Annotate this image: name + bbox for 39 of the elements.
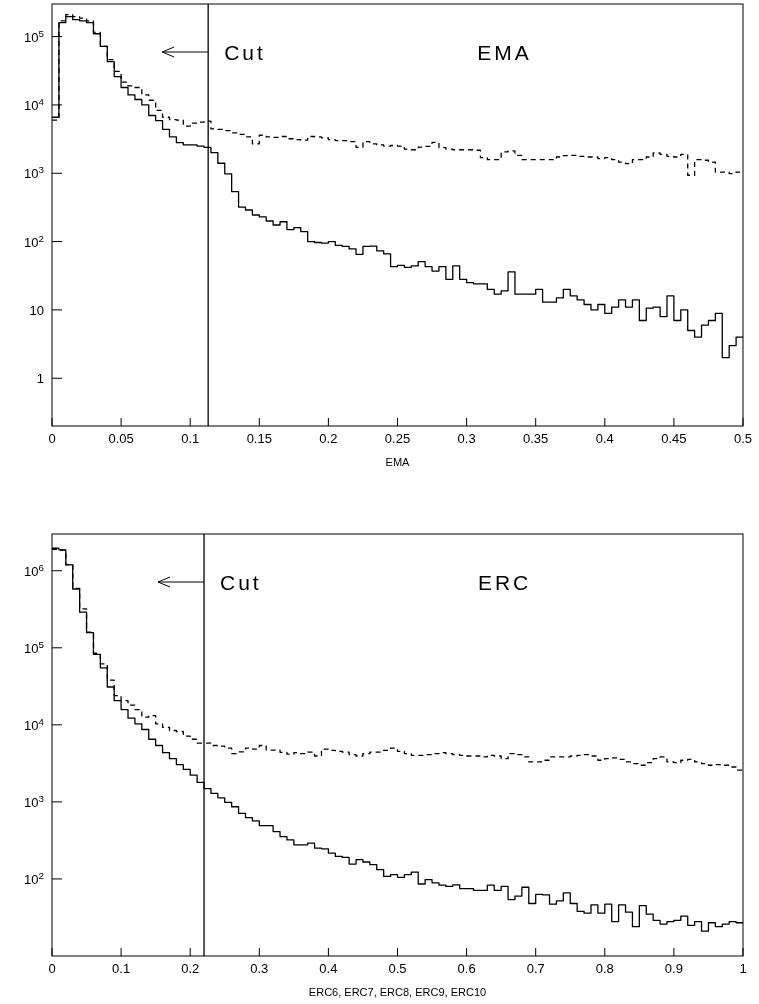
y-tick-label: 10$^{4}$ bbox=[24, 715, 45, 733]
x-tick-label: 0.15 bbox=[246, 431, 272, 446]
y-tick-label: 10$^{5}$ bbox=[24, 27, 45, 45]
ref-line-label: Cut bbox=[224, 41, 266, 64]
x-axis-title: EMA bbox=[385, 456, 411, 468]
y-tick-label: 10$^{6}$ bbox=[24, 561, 44, 579]
x-tick-label: 0 bbox=[48, 961, 56, 976]
y-tick-label: 1 bbox=[36, 371, 44, 387]
x-tick-label: 0.4 bbox=[319, 961, 338, 976]
x-tick-label: 0.3 bbox=[250, 961, 269, 976]
y-tick-label: 10 bbox=[29, 302, 44, 318]
y-tick-label: 10$^{4}$ bbox=[24, 95, 45, 113]
x-tick-label: 0.3 bbox=[457, 431, 476, 446]
x-tick-label: 0.5 bbox=[733, 431, 753, 446]
x-axis-title: ERC6, ERC7, ERC8, ERC9, ERC10 bbox=[308, 986, 487, 998]
x-tick-label: 0.4 bbox=[595, 431, 614, 446]
y-tick-label: 10$^{2}$ bbox=[24, 869, 44, 887]
x-tick-label: 1 bbox=[739, 961, 747, 976]
y-tick-label: 10$^{5}$ bbox=[24, 638, 45, 656]
text: ERC bbox=[477, 571, 532, 594]
y-tick-label: 10$^{2}$ bbox=[24, 232, 44, 250]
x-tick-label: 0.2 bbox=[181, 961, 200, 976]
x-tick-label: 0 bbox=[48, 431, 56, 446]
x-tick-label: 0.35 bbox=[523, 431, 549, 446]
x-tick-label: 0.45 bbox=[661, 431, 687, 446]
y-tick-label: 10$^{3}$ bbox=[24, 163, 44, 182]
x-tick-label: 0.25 bbox=[384, 431, 411, 446]
x-tick-label: 0.7 bbox=[526, 961, 545, 976]
x-tick-label: 0.05 bbox=[108, 431, 134, 446]
ref-line-label: Cut bbox=[220, 571, 262, 594]
x-tick-label: 0.1 bbox=[181, 431, 200, 446]
x-tick-label: 0.5 bbox=[388, 961, 407, 976]
x-tick-label: 0.8 bbox=[595, 961, 614, 976]
x-tick-label: 0.1 bbox=[112, 961, 131, 976]
y-tick-label: 10$^{3}$ bbox=[24, 792, 44, 810]
text: EMA bbox=[477, 41, 532, 64]
x-tick-label: 0.9 bbox=[664, 961, 683, 976]
x-tick-label: 0.2 bbox=[319, 431, 338, 446]
x-tick-label: 0.6 bbox=[457, 961, 476, 976]
